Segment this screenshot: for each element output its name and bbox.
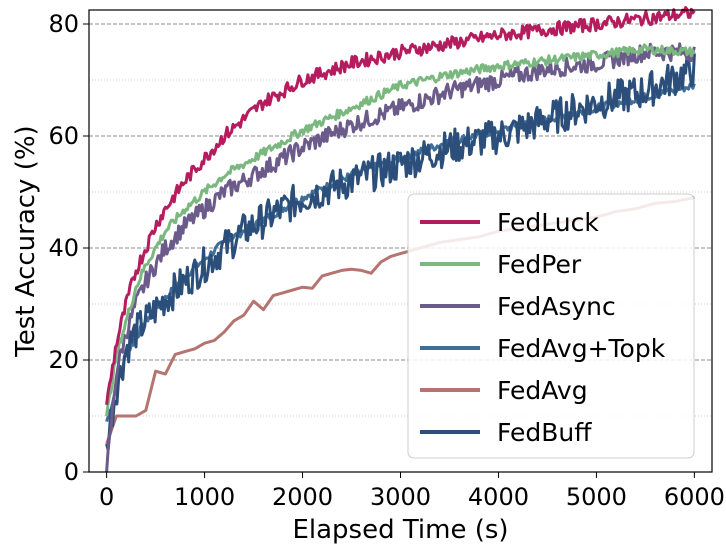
y-axis-title: Test Accuracy (%) xyxy=(11,125,41,357)
y-tick-label: 80 xyxy=(48,10,79,38)
legend-label: FedAvg xyxy=(497,376,588,405)
legend-label: FedAvg+Topk xyxy=(497,334,666,363)
legend-label: FedPer xyxy=(497,250,582,279)
y-axis-ticks: 0 20 40 60 80 xyxy=(48,10,89,486)
series-line-fedluck xyxy=(105,6,696,405)
y-tick-label: 60 xyxy=(48,122,79,150)
x-tick-label: 0 xyxy=(99,483,114,511)
legend-label: FedAsync xyxy=(497,292,616,321)
x-tick-label: 5000 xyxy=(566,483,627,511)
x-tick-label: 6000 xyxy=(664,483,725,511)
series-line-fedasync xyxy=(105,42,696,473)
x-axis-title: Elapsed Time (s) xyxy=(292,515,508,545)
series-line-fedbuff xyxy=(105,53,696,452)
series-line-fedper xyxy=(105,43,696,417)
legend-label: FedLuck xyxy=(497,208,599,237)
x-tick-label: 3000 xyxy=(370,483,431,511)
legend-label: FedBuff xyxy=(497,418,592,447)
legend: FedLuck FedPer FedAsync FedAvg+Topk FedAvg Fe… xyxy=(407,193,695,459)
y-tick-label: 20 xyxy=(48,346,79,374)
series-lines xyxy=(105,6,696,473)
x-tick-label: 2000 xyxy=(272,483,333,511)
x-tick-label: 4000 xyxy=(468,483,529,511)
y-tick-label: 40 xyxy=(48,234,79,262)
x-axis-ticks: 0 1000 2000 3000 4000 5000 6000 xyxy=(99,472,725,511)
x-tick-label: 1000 xyxy=(174,483,235,511)
y-tick-label: 0 xyxy=(64,458,79,486)
